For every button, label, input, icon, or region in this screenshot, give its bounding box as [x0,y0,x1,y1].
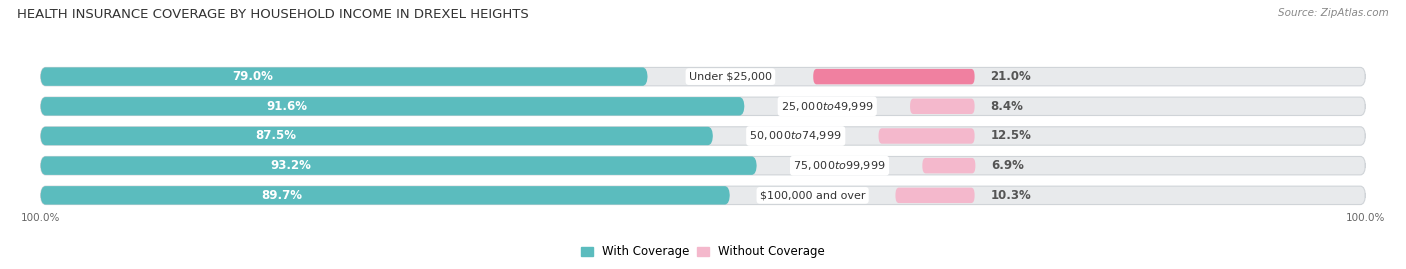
FancyBboxPatch shape [813,69,974,84]
Text: 89.7%: 89.7% [262,189,302,202]
Text: 21.0%: 21.0% [990,70,1031,83]
Legend: With Coverage, Without Coverage: With Coverage, Without Coverage [576,240,830,263]
Text: 6.9%: 6.9% [991,159,1024,172]
FancyBboxPatch shape [41,127,713,145]
FancyBboxPatch shape [41,127,1365,145]
FancyBboxPatch shape [41,157,756,175]
Text: 100.0%: 100.0% [21,213,60,223]
FancyBboxPatch shape [41,97,1365,115]
FancyBboxPatch shape [41,186,730,204]
Text: 12.5%: 12.5% [990,129,1032,143]
Text: 79.0%: 79.0% [232,70,273,83]
Text: $100,000 and over: $100,000 and over [759,190,866,200]
Text: 100.0%: 100.0% [1346,213,1385,223]
Text: Source: ZipAtlas.com: Source: ZipAtlas.com [1278,8,1389,18]
FancyBboxPatch shape [41,68,648,86]
Text: Under $25,000: Under $25,000 [689,72,772,82]
Text: 10.3%: 10.3% [990,189,1031,202]
FancyBboxPatch shape [896,188,974,203]
FancyBboxPatch shape [922,158,976,174]
FancyBboxPatch shape [879,128,974,144]
Text: $50,000 to $74,999: $50,000 to $74,999 [749,129,842,143]
Text: 93.2%: 93.2% [271,159,312,172]
Text: 91.6%: 91.6% [266,100,308,113]
Text: $75,000 to $99,999: $75,000 to $99,999 [793,159,886,172]
FancyBboxPatch shape [41,157,1365,175]
FancyBboxPatch shape [41,186,1365,204]
Text: HEALTH INSURANCE COVERAGE BY HOUSEHOLD INCOME IN DREXEL HEIGHTS: HEALTH INSURANCE COVERAGE BY HOUSEHOLD I… [17,8,529,21]
Text: 8.4%: 8.4% [990,100,1024,113]
FancyBboxPatch shape [41,68,1365,86]
FancyBboxPatch shape [910,98,974,114]
FancyBboxPatch shape [41,97,744,115]
Text: 87.5%: 87.5% [256,129,297,143]
Text: $25,000 to $49,999: $25,000 to $49,999 [780,100,873,113]
